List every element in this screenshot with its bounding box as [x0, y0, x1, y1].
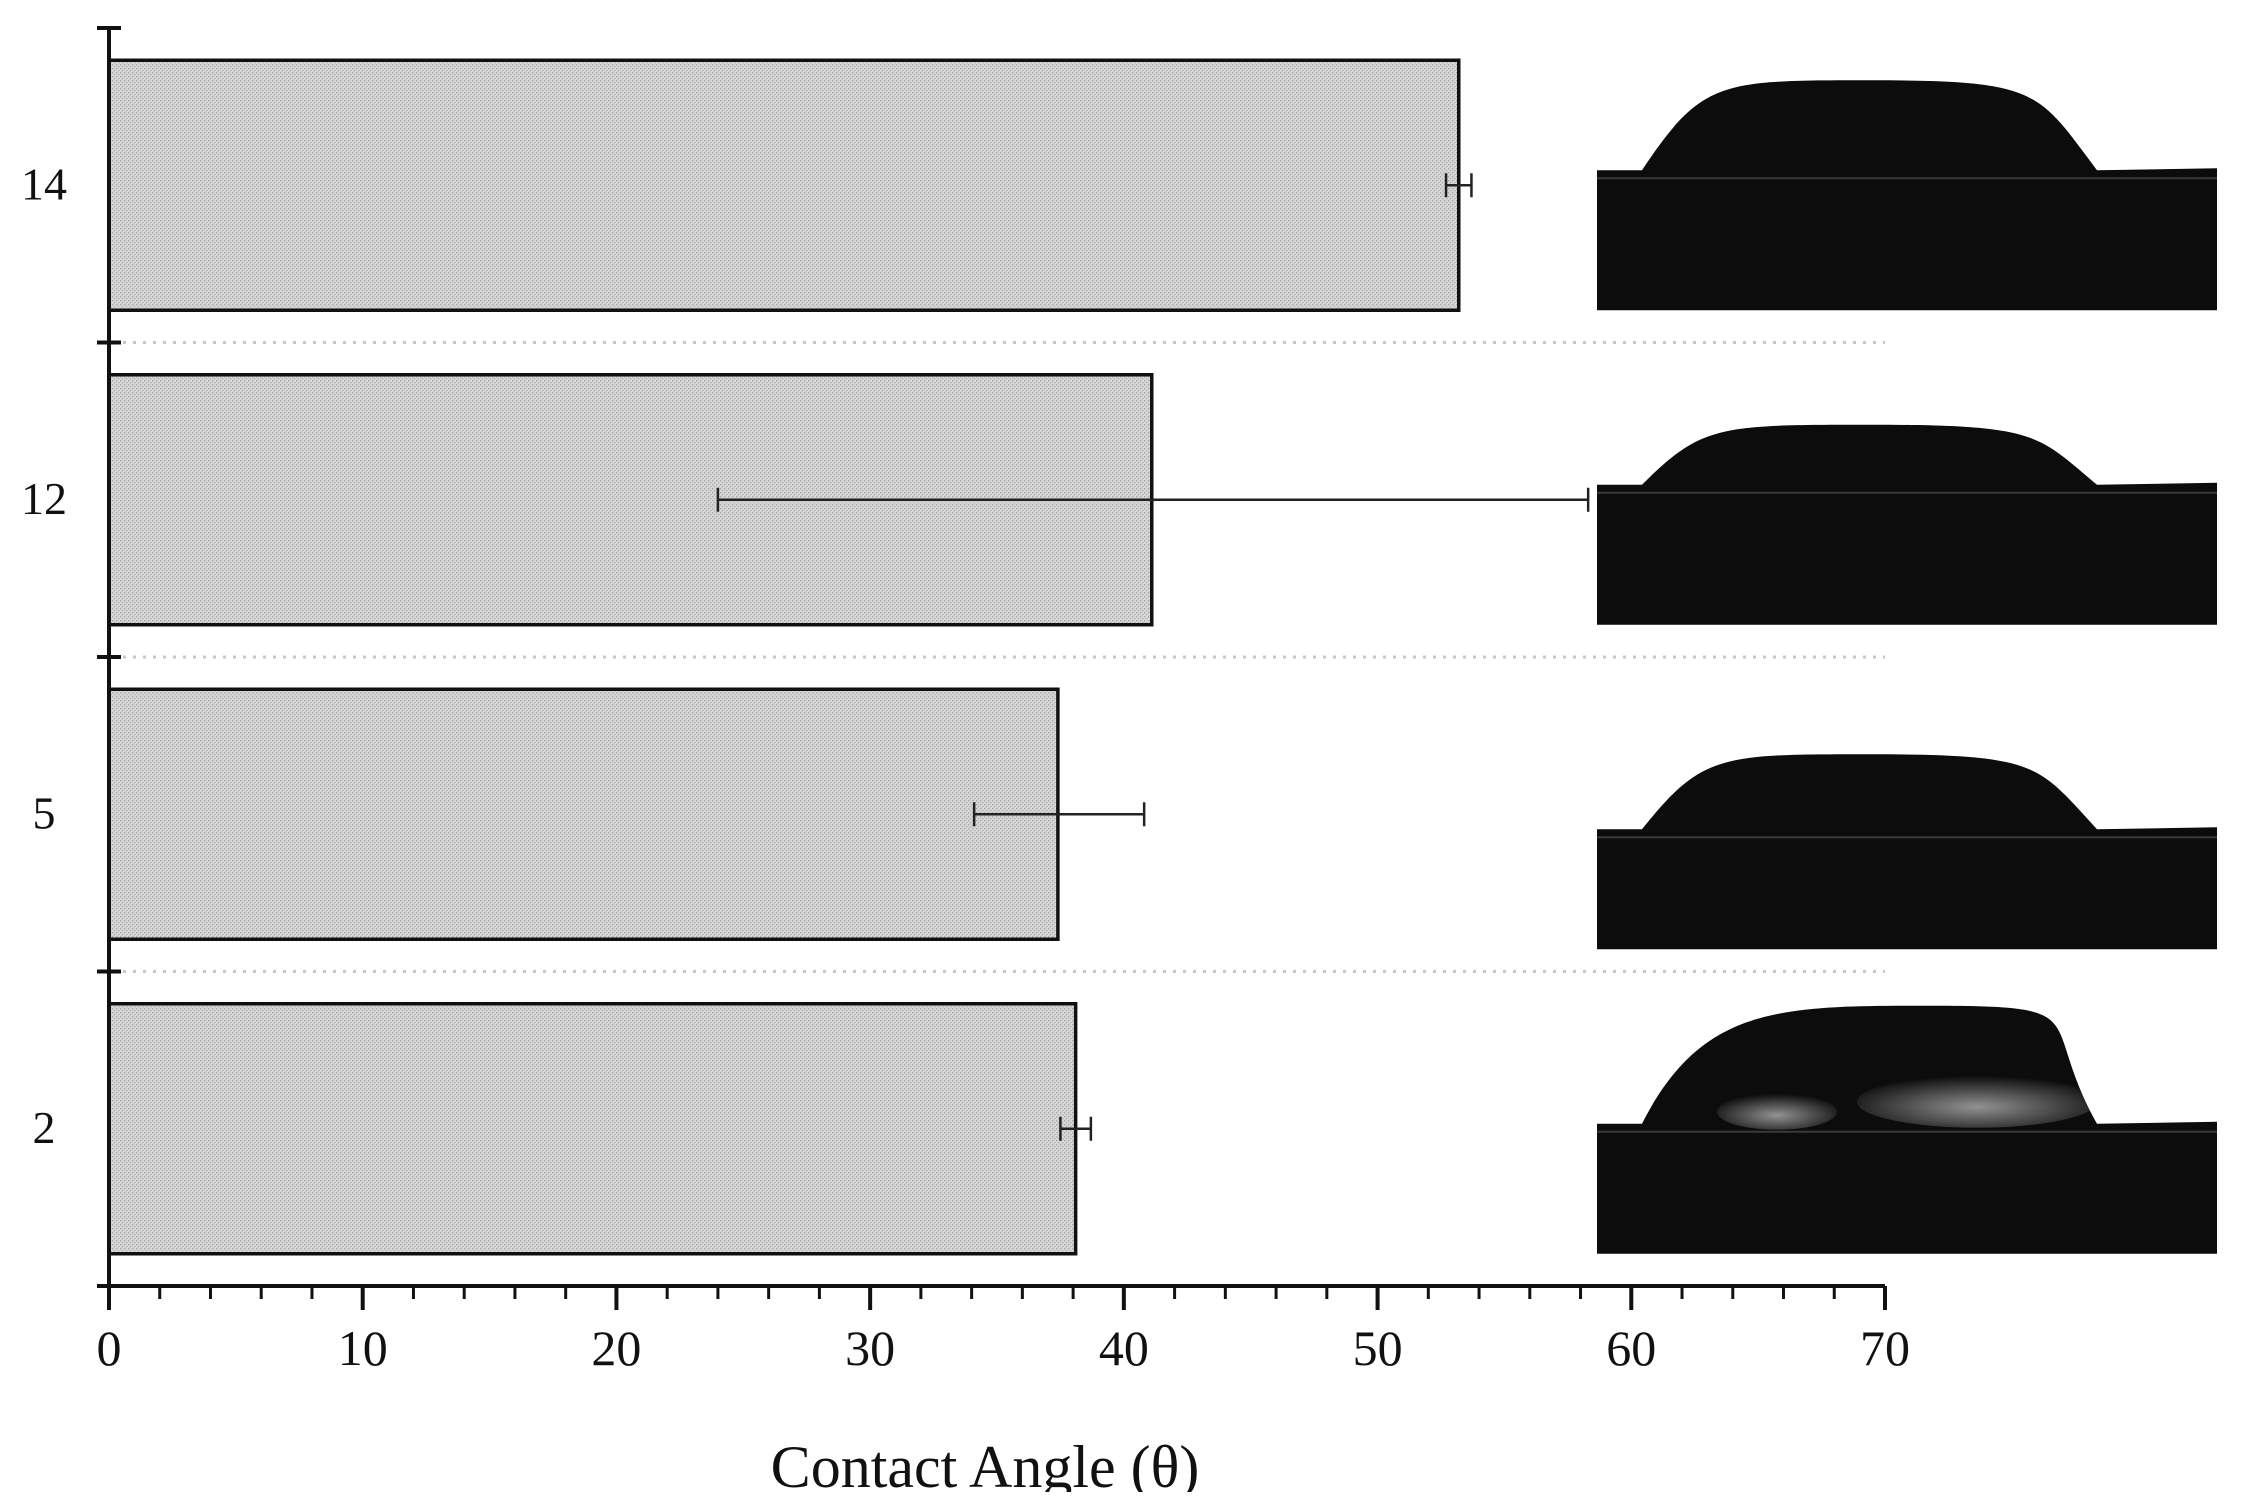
x-tick-label: 40: [1099, 1320, 1149, 1376]
droplet-profile-icon: [1597, 1005, 2217, 1254]
x-tick-label: 60: [1606, 1320, 1656, 1376]
y-tick-label: 2: [33, 1102, 56, 1153]
x-tick-label: 50: [1353, 1320, 1403, 1376]
y-tick-label: 5: [33, 787, 56, 838]
bar-5: [107, 687, 1060, 941]
tick-labels: 0 10 20 30 40 50 60 70 14 12 5 2: [21, 158, 1910, 1376]
y-tick-label: 12: [21, 473, 67, 524]
x-tick-label: 20: [591, 1320, 641, 1376]
droplet-silhouette: [1597, 1005, 2217, 1254]
droplet-insets: [1597, 80, 2217, 1254]
x-tick-label: 10: [338, 1320, 388, 1376]
droplet-silhouette: [1597, 80, 2217, 311]
axes: [97, 26, 1887, 1310]
y-tick-label: 14: [21, 158, 67, 209]
droplet-silhouette: [1597, 754, 2217, 950]
droplet-profile-icon: [1597, 424, 2217, 625]
x-axis-label: Contact Angle (θ): [771, 1434, 1200, 1492]
droplet-reflection: [1717, 1093, 1837, 1130]
x-tick-label: 30: [845, 1320, 895, 1376]
x-tick-label: 70: [1860, 1320, 1910, 1376]
error-bars: [716, 173, 1590, 1141]
droplet-silhouette: [1597, 424, 2217, 625]
droplet-profile-icon: [1597, 754, 2217, 950]
droplet-profile-icon: [1597, 80, 2217, 311]
droplet-reflection: [1857, 1075, 2097, 1128]
row-separators: [123, 341, 1885, 973]
bar-14: [107, 58, 1461, 312]
x-tick-label: 0: [97, 1320, 122, 1376]
bar-2: [107, 1002, 1078, 1256]
